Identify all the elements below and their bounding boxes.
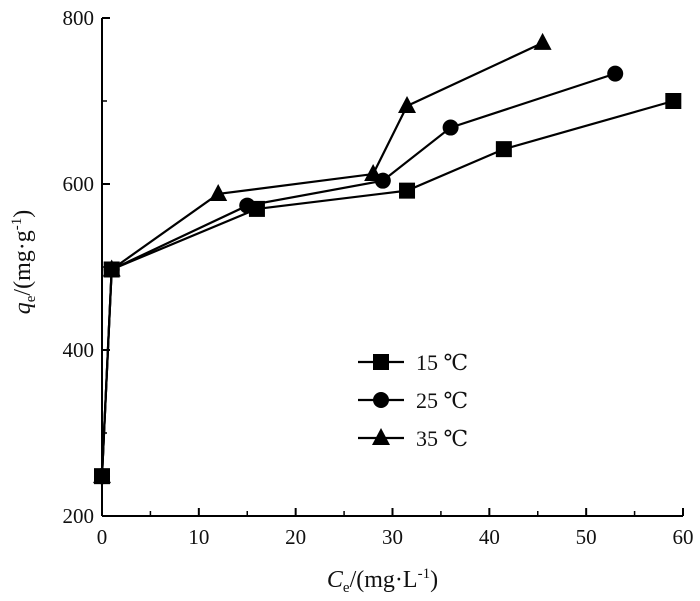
data-point xyxy=(607,65,624,82)
series-line xyxy=(100,99,674,477)
data-point xyxy=(399,182,416,199)
x-tick-label: 50 xyxy=(576,525,597,549)
y-axis-label: qe/(mg·g-1) xyxy=(9,210,39,315)
x-tick-label: 0 xyxy=(97,525,108,549)
label-unit: /(mg·g xyxy=(10,230,36,295)
x-tick-label: 40 xyxy=(479,525,500,549)
legend-label: 15 ℃ xyxy=(416,350,468,375)
legend-item: 15 ℃ xyxy=(358,350,468,375)
series-3 xyxy=(93,32,552,484)
data-point xyxy=(398,95,417,113)
legend-marker xyxy=(373,392,389,408)
label-unit: /(mg·L xyxy=(350,567,418,593)
axes: 200 400 600 800 0 10 20 30 40 50 60 xyxy=(63,6,694,549)
data-point xyxy=(209,183,228,201)
y-tick-label: 600 xyxy=(63,172,95,196)
legend-marker xyxy=(372,428,390,445)
y-tick-label: 800 xyxy=(63,6,95,30)
label-symbol: C xyxy=(327,567,344,593)
series-line xyxy=(100,41,544,477)
label-superscript: -1 xyxy=(9,218,25,231)
y-tick-label: 200 xyxy=(63,504,95,528)
label-subscript: e xyxy=(23,295,39,302)
data-point xyxy=(102,259,121,277)
series-layer xyxy=(93,32,682,485)
data-point xyxy=(364,164,383,182)
series-line xyxy=(100,72,616,477)
x-tick-label: 30 xyxy=(382,525,403,549)
label-unit-close: ) xyxy=(10,210,36,218)
legend-label: 25 ℃ xyxy=(416,388,468,413)
x-axis-label: Ce/(mg·L-1) xyxy=(327,566,438,596)
x-tick-label: 60 xyxy=(673,525,694,549)
series-1 xyxy=(94,93,682,485)
label-symbol: q xyxy=(10,302,36,314)
label-unit-close: ) xyxy=(430,567,438,593)
legend-item: 35 ℃ xyxy=(358,426,468,451)
label-superscript: -1 xyxy=(418,566,431,582)
legend-item: 25 ℃ xyxy=(358,388,468,413)
data-point xyxy=(93,466,111,484)
data-point xyxy=(533,32,552,50)
legend: 15 ℃ 25 ℃ 35 ℃ xyxy=(358,350,468,451)
data-point xyxy=(239,197,256,214)
data-point xyxy=(442,119,459,136)
series-2 xyxy=(94,65,624,485)
data-point xyxy=(665,93,682,109)
x-tick-label: 10 xyxy=(188,525,209,549)
data-point xyxy=(495,141,512,158)
legend-marker xyxy=(373,354,389,370)
y-tick-label: 400 xyxy=(63,338,95,362)
legend-label: 35 ℃ xyxy=(416,426,468,451)
x-tick-label: 20 xyxy=(285,525,306,549)
label-subscript: e xyxy=(343,580,350,596)
